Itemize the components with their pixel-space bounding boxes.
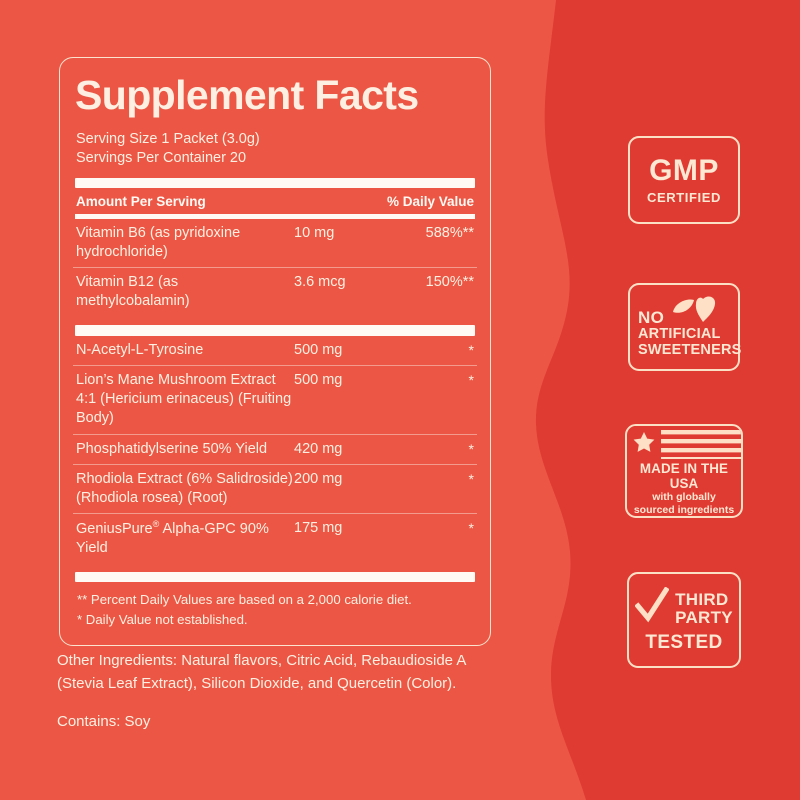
table-row: N-Acetyl-L-Tyrosine 500 mg * <box>73 336 477 365</box>
table-header: Amount Per Serving % Daily Value <box>73 188 477 214</box>
table-row: Lion’s Mane Mushroom Extract 4:1 (Herici… <box>73 365 477 433</box>
ingredient-amount: 500 mg <box>294 342 343 359</box>
ingredient-amount: 500 mg <box>294 372 343 389</box>
badge-tested-line1: THIRD <box>675 590 729 610</box>
ingredient-name-suffix: Alpha-GPC 90% Yield <box>76 520 269 556</box>
badge-usa-sub2: sourced ingredients <box>633 503 735 516</box>
badge-third-party-tested: THIRD PARTY TESTED <box>627 572 741 668</box>
ingredient-name: Rhodiola Extract (6% Salidroside) (Rhodi… <box>76 470 293 506</box>
table-row: Phosphatidylserine 50% Yield 420 mg * <box>73 433 477 464</box>
page-title: Supplement Facts <box>75 72 419 118</box>
serving-info: Serving Size 1 Packet (3.0g) Servings Pe… <box>73 130 477 169</box>
ingredient-daily-value: 588%** <box>425 224 474 241</box>
supplement-facts-panel: Supplement Facts Serving Size 1 Packet (… <box>59 57 491 646</box>
table-row: GeniusPure® Alpha-GPC 90% Yield 175 mg * <box>73 512 477 563</box>
ingredient-daily-value: * <box>468 519 474 536</box>
ingredient-amount: 200 mg <box>294 470 343 487</box>
divider-bar-bottom <box>75 572 475 583</box>
divider-bar-middle <box>75 325 475 337</box>
badge-tested-line2: PARTY <box>675 608 733 628</box>
badge-sweeteners-lines: ARTIFICIAL SWEETENERS <box>630 325 742 358</box>
badge-sweeteners-line1: NO <box>638 307 665 327</box>
serving-size: Serving Size 1 Packet (3.0g) <box>76 131 260 148</box>
ingredient-daily-value: * <box>468 470 474 487</box>
table-row: Vitamin B6 (as pyridoxine hydrochloride)… <box>73 219 477 267</box>
badge-no-artificial-sweeteners: NO ARTIFICIAL SWEETENERS <box>628 283 742 371</box>
column-header-daily-value: % Daily Value <box>386 193 474 209</box>
ingredient-amount: 175 mg <box>294 519 343 536</box>
servings-per-container: Servings Per Container 20 <box>76 150 247 167</box>
ingredient-name: Lion’s Mane Mushroom Extract 4:1 (Herici… <box>76 372 292 427</box>
badge-gmp-sub: CERTIFIED <box>646 189 721 205</box>
badge-sweeteners-top-row: NO <box>630 296 738 326</box>
ingredient-amount: 3.6 mcg <box>294 273 346 290</box>
ingredient-name-prefix: GeniusPure <box>76 520 153 537</box>
other-ingredients-text: Other Ingredients: Natural flavors, Citr… <box>57 652 466 692</box>
ingredient-amount: 10 mg <box>294 224 335 241</box>
footnote-daily-values: ** Percent Daily Values are based on a 2… <box>77 592 412 608</box>
ingredient-daily-value: 150%** <box>425 273 474 290</box>
other-ingredients-section: Other Ingredients: Natural flavors, Citr… <box>57 650 477 734</box>
table-row: Vitamin B12 (as methylcobalamin) 3.6 mcg… <box>73 266 477 316</box>
column-header-amount: Amount Per Serving <box>76 193 206 209</box>
ingredient-name: Phosphatidylserine 50% Yield <box>76 440 268 457</box>
divider-bar-top <box>75 177 475 188</box>
checkmark-icon <box>634 585 670 632</box>
badge-gmp-certified: GMP CERTIFIED <box>628 136 740 224</box>
badge-tested-top-row: THIRD PARTY <box>634 585 733 632</box>
ingredient-daily-value: * <box>468 342 474 359</box>
vitamins-table: Vitamin B6 (as pyridoxine hydrochloride)… <box>73 219 477 317</box>
ingredient-name: Vitamin B12 (as methylcobalamin) <box>76 273 190 309</box>
badge-usa-main: MADE IN THE USA <box>639 460 729 491</box>
badge-gmp-main: GMP <box>649 153 719 187</box>
badge-usa-sub1: with globally <box>652 491 716 504</box>
ingredient-daily-value: * <box>468 440 474 457</box>
ingredient-name: N-Acetyl-L-Tyrosine <box>76 342 204 359</box>
ingredient-amount: 420 mg <box>294 440 343 457</box>
ingredients-table: N-Acetyl-L-Tyrosine 500 mg * Lion’s Mane… <box>73 336 477 563</box>
registered-trademark-icon: ® <box>152 518 160 529</box>
leaves-icon <box>670 295 716 328</box>
badge-tested-line3: TESTED <box>645 631 723 653</box>
footnotes: ** Percent Daily Values are based on a 2… <box>73 582 477 630</box>
ingredient-name: GeniusPure® Alpha-GPC 90% Yield <box>76 519 294 558</box>
divider-bar-header <box>75 213 475 219</box>
badge-made-in-usa: MADE IN THE USA with globally sourced in… <box>625 424 743 518</box>
contains-allergen-text: Contains: Soy <box>57 713 151 730</box>
ingredient-name: Vitamin B6 (as pyridoxine hydrochloride) <box>76 224 241 260</box>
ingredient-daily-value: * <box>468 372 474 389</box>
badge-sweeteners-line3: SWEETENERS <box>638 341 742 358</box>
usa-flag-icon <box>627 426 741 459</box>
badge-sweeteners-line2: ARTIFICIAL <box>638 325 721 342</box>
footnote-not-established: * Daily Value not established. <box>77 611 248 627</box>
badge-tested-words: THIRD PARTY <box>675 591 733 627</box>
table-row: Rhodiola Extract (6% Salidroside) (Rhodi… <box>73 463 477 513</box>
